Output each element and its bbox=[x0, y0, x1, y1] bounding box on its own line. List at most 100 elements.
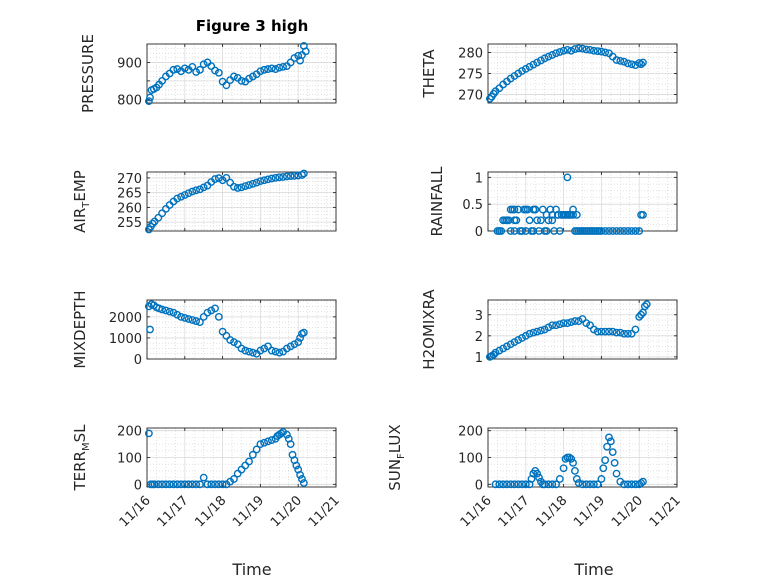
data-point bbox=[256, 440, 265, 448]
data-point bbox=[548, 216, 557, 225]
data-point bbox=[260, 438, 269, 447]
data-point bbox=[161, 480, 170, 489]
data-point bbox=[184, 189, 193, 198]
data-point bbox=[188, 480, 197, 489]
data-point bbox=[144, 97, 153, 106]
y-axis-label: AIRTEMP bbox=[71, 170, 92, 233]
data-point bbox=[267, 346, 276, 355]
data-point bbox=[642, 300, 651, 309]
data-point bbox=[506, 340, 515, 349]
data-point bbox=[523, 205, 532, 214]
data-point bbox=[627, 227, 636, 235]
data-series bbox=[493, 173, 647, 235]
data-point bbox=[237, 344, 246, 353]
data-point bbox=[222, 81, 231, 90]
data-point bbox=[292, 461, 301, 470]
data-point bbox=[559, 319, 568, 328]
data-point bbox=[499, 480, 508, 489]
data-point bbox=[521, 480, 530, 489]
data-point bbox=[552, 321, 560, 330]
data-point bbox=[146, 93, 154, 102]
data-point bbox=[627, 480, 636, 489]
data-point bbox=[529, 60, 538, 69]
data-point bbox=[207, 62, 216, 71]
data-point bbox=[165, 480, 174, 489]
data-point bbox=[237, 76, 246, 85]
data-point bbox=[298, 171, 306, 179]
data-point bbox=[267, 64, 276, 73]
data-point bbox=[485, 94, 494, 103]
data-series bbox=[144, 169, 308, 234]
data-point bbox=[260, 65, 269, 74]
data-point bbox=[578, 480, 587, 489]
data-point bbox=[578, 315, 587, 323]
data-point bbox=[177, 480, 185, 489]
data-point bbox=[552, 49, 560, 58]
data-point bbox=[271, 347, 280, 356]
data-point bbox=[535, 227, 543, 235]
data-point bbox=[248, 72, 257, 81]
data-point bbox=[612, 328, 621, 337]
y-axis-label: MIXDEPTH bbox=[71, 290, 89, 368]
data-point bbox=[571, 467, 579, 475]
data-point bbox=[199, 473, 208, 482]
data-point bbox=[252, 445, 261, 454]
data-point bbox=[196, 480, 204, 489]
data-point bbox=[214, 312, 223, 321]
data-point bbox=[550, 227, 559, 235]
data-point bbox=[544, 480, 553, 489]
data-point bbox=[192, 317, 201, 325]
data-point bbox=[569, 211, 577, 219]
data-point bbox=[518, 67, 526, 75]
data-point bbox=[540, 54, 549, 63]
data-point bbox=[535, 473, 543, 482]
data-point bbox=[495, 480, 504, 489]
y-tick-label: 100 bbox=[117, 452, 142, 467]
data-point bbox=[173, 480, 182, 489]
data-point bbox=[296, 471, 304, 479]
x-axis-label-left: Time bbox=[231, 560, 271, 579]
data-point bbox=[616, 328, 625, 337]
data-point bbox=[623, 480, 632, 489]
data-point bbox=[211, 175, 219, 183]
data-point bbox=[597, 327, 606, 336]
data-point bbox=[518, 227, 526, 235]
data-point bbox=[275, 63, 284, 72]
y-tick-label: 0 bbox=[134, 353, 142, 368]
data-point bbox=[578, 44, 587, 53]
data-point bbox=[552, 480, 560, 489]
data-point bbox=[192, 186, 201, 195]
data-point bbox=[582, 319, 591, 328]
data-point bbox=[299, 479, 308, 487]
data-point bbox=[230, 475, 238, 483]
y-tick-label: 1 bbox=[475, 171, 483, 186]
data-point bbox=[491, 480, 500, 489]
data-point bbox=[196, 185, 204, 194]
data-point bbox=[214, 68, 223, 77]
data-point bbox=[597, 47, 606, 56]
data-point bbox=[631, 227, 640, 235]
data-point bbox=[582, 480, 591, 489]
data-point bbox=[241, 182, 250, 191]
data-point bbox=[279, 173, 287, 181]
data-point bbox=[199, 312, 208, 321]
data-point bbox=[610, 458, 619, 467]
data-point bbox=[567, 318, 576, 327]
data-point bbox=[586, 321, 594, 330]
data-point bbox=[506, 227, 515, 235]
y-tick-label: 275 bbox=[458, 68, 483, 83]
data-point bbox=[256, 346, 265, 355]
data-point bbox=[294, 338, 303, 347]
data-point bbox=[555, 320, 564, 329]
data-point bbox=[148, 219, 157, 228]
data-point bbox=[199, 183, 208, 192]
data-point bbox=[260, 344, 269, 353]
data-point bbox=[608, 448, 617, 457]
data-point bbox=[637, 479, 645, 487]
y-tick-label: 270 bbox=[458, 89, 483, 104]
y-tick-label: 0.5 bbox=[462, 198, 483, 213]
data-point bbox=[542, 211, 551, 219]
data-point bbox=[512, 216, 521, 225]
data-point bbox=[620, 480, 628, 489]
